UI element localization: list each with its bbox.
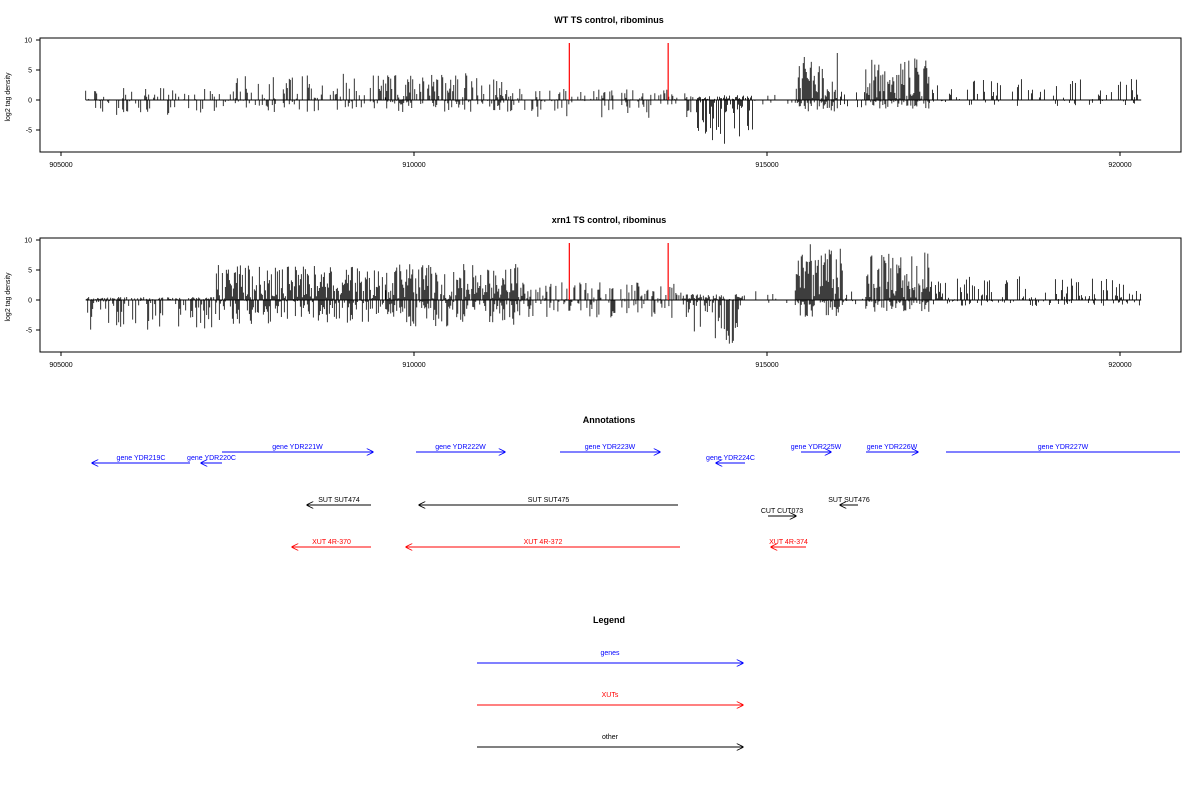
y-tick-label: -5 [26,328,32,335]
feature-label: gene YDR227W [1038,444,1089,451]
density-bars [85,53,1142,144]
y-tick-label: 5 [28,268,32,275]
annotations-panel: Annotations gene YDR219C gene YDR220Cgene… [0,415,1180,600]
feature-label: gene YDR224C [706,455,755,462]
legend-label: genes [600,650,620,657]
feature-label: SUT SUT476 [828,497,870,504]
x-tick-label: 910000 [402,362,425,369]
feature-label: XUT 4R-370 [312,539,351,546]
y-tick-label: 10 [24,238,32,245]
legend-title: Legend [593,615,625,625]
x-tick-label: 920000 [1108,362,1131,369]
x-tick-label: 915000 [755,362,778,369]
x-tick-label: 905000 [49,162,72,169]
feature-label: CUT CUT073 [761,508,803,515]
legend-panel: Legend genes XUTs other [477,615,1200,800]
y-axis-label: log2 tag density [5,272,12,322]
feature-label: gene YDR219C [117,455,166,462]
xrn1-density-panel: xrn1 TS control, ribominus log2 tag dens… [5,215,1182,369]
feature-label: gene YDR226W [867,444,918,451]
y-tick-label: 0 [28,98,32,105]
feature-label: gene YDR222W [435,444,486,451]
feature-label: XUT 4R-372 [524,539,563,546]
panel-title: xrn1 TS control, ribominus [552,215,667,225]
x-tick-label: 910000 [402,162,425,169]
annotations-title: Annotations [583,415,636,425]
y-tick-label: 10 [24,38,32,45]
feature-label: SUT SUT474 [318,497,360,504]
feature-markers [568,43,669,100]
feature-markers [568,243,669,300]
y-tick-label: 5 [28,68,32,75]
density-bars [85,244,1142,344]
feature-label: gene YDR221W [272,444,323,451]
panel-title: WT TS control, ribominus [554,15,664,25]
legend-label: XUTs [602,692,619,699]
feature-label: XUT 4R-374 [769,539,808,546]
y-tick-label: -5 [26,128,32,135]
plot-frame [39,237,1182,353]
plot-frame [39,37,1182,153]
feature-tracks: gene YDR219C gene YDR220C gene YDR221W gene… [92,444,1180,547]
y-axis-label: log2 tag density [5,72,12,122]
feature-label: gene YDR220C [187,455,236,462]
x-tick-label: 905000 [49,362,72,369]
feature-label: gene YDR225W [791,444,842,451]
wt-density-panel: WT TS control, ribominus log2 tag densit… [5,15,1182,169]
feature-label: SUT SUT475 [528,497,570,504]
y-tick-label: 0 [28,298,32,305]
legend-label: other [602,734,619,741]
x-tick-label: 920000 [1108,162,1131,169]
x-tick-label: 915000 [755,162,778,169]
feature-label: gene YDR223W [585,444,636,451]
